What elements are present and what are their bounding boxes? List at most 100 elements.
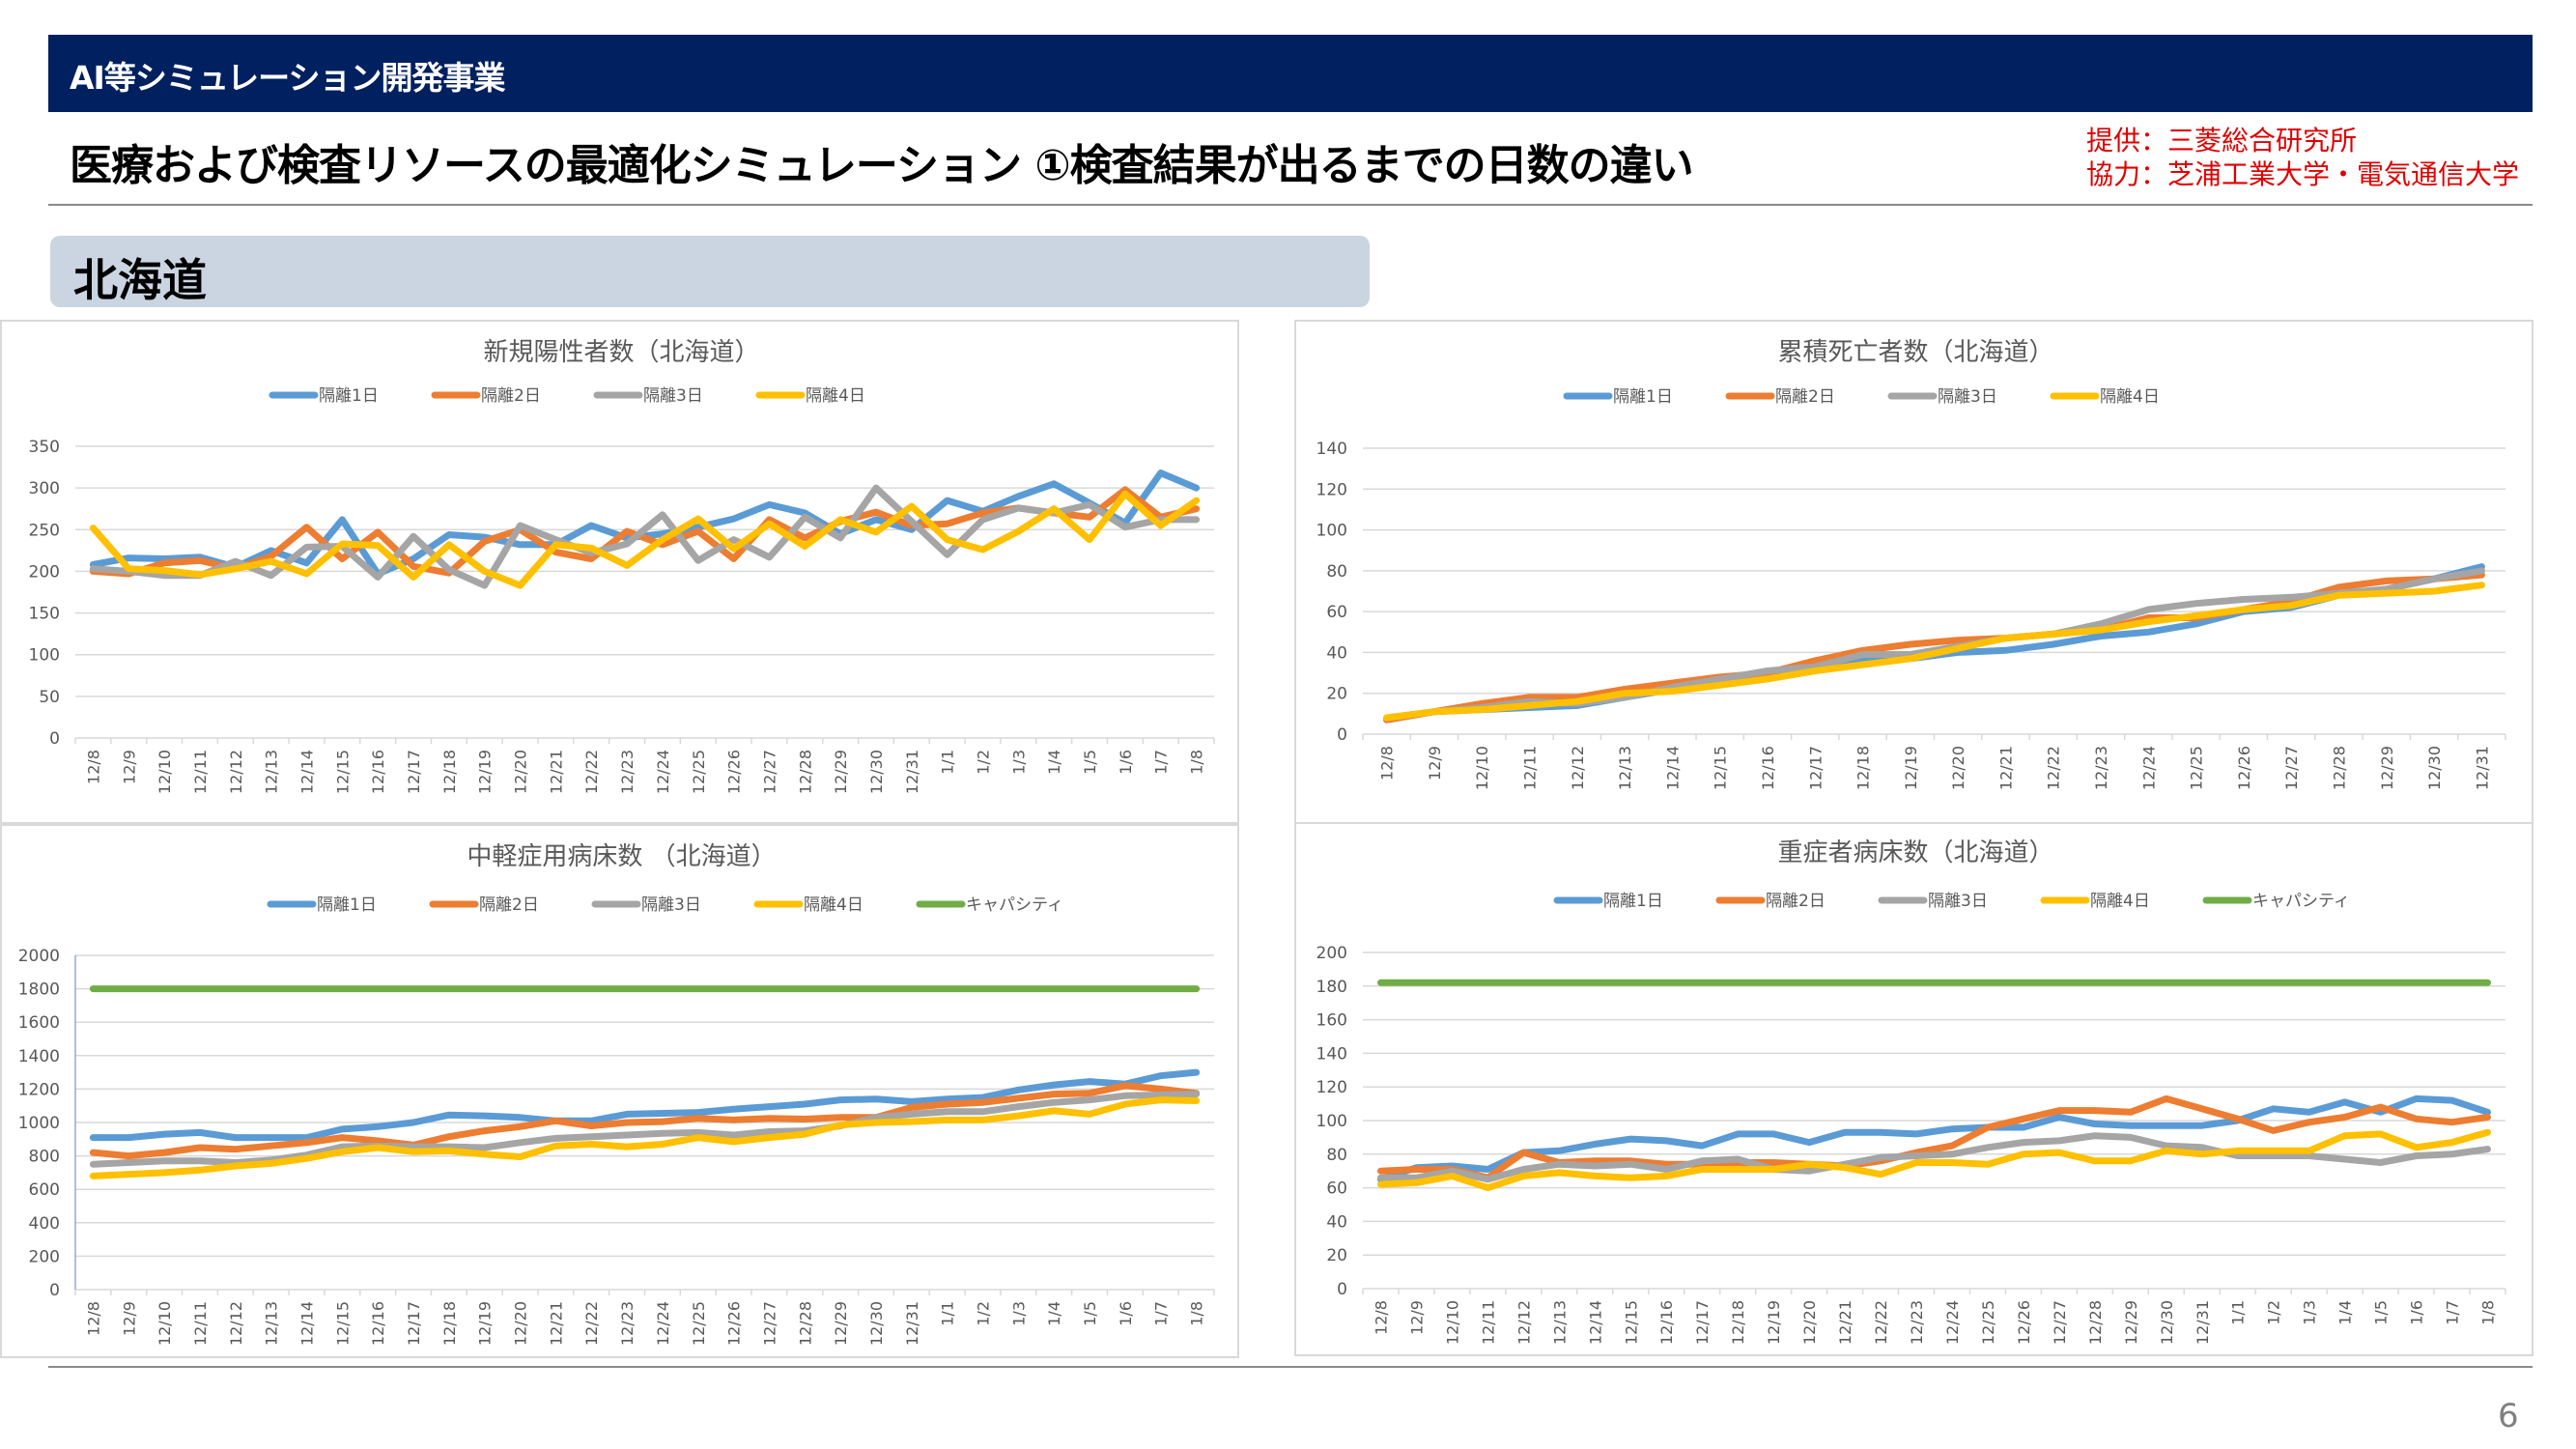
- x-tick-label: 12/19: [476, 1301, 495, 1346]
- x-tick-label: 1/3: [1009, 1301, 1028, 1326]
- legend-item: 隔離2日: [431, 386, 541, 406]
- y-tick-label: 300: [29, 479, 60, 498]
- legend-item: 隔離2日: [429, 895, 539, 915]
- x-tick-label: 12/22: [582, 1301, 601, 1346]
- y-tick-label: 1200: [18, 1080, 60, 1099]
- x-tick-label: 12/8: [84, 750, 102, 784]
- x-tick-label: 12/19: [1765, 1300, 1783, 1345]
- x-tick-label: 1/6: [2408, 1300, 2426, 1325]
- x-tick-label: 12/13: [263, 1301, 281, 1346]
- x-tick-label: 12/30: [867, 1301, 886, 1346]
- y-tick-label: 200: [1316, 944, 1347, 963]
- x-tick-label: 12/27: [2282, 746, 2301, 790]
- x-tick-label: 12/30: [2425, 746, 2444, 790]
- chart-mild-beds: 中軽症用病床数 （北海道） 隔離1日 隔離2日 隔離3日 隔離4日 キャパシティ 0 200 4…: [0, 824, 1239, 1358]
- series-line: [89, 484, 1201, 589]
- x-tick-label: 12/30: [2158, 1300, 2176, 1345]
- y-tick-label: 400: [29, 1214, 60, 1234]
- x-tick-label: 12/31: [903, 750, 921, 794]
- x-tick-label: 12/14: [1663, 746, 1682, 790]
- y-tick-label: 250: [29, 521, 60, 540]
- x-tick-label: 1/7: [2444, 1300, 2462, 1325]
- x-tick-label: 1/8: [1188, 1301, 1206, 1326]
- x-tick-label: 1/6: [1117, 750, 1135, 775]
- x-tick-label: 12/10: [1443, 1300, 1461, 1345]
- x-tick-label: 12/10: [156, 750, 174, 794]
- legend-item: 隔離2日: [1725, 387, 1835, 407]
- legend-item: 隔離3日: [593, 386, 703, 406]
- x-tick-label: 12/14: [297, 750, 316, 794]
- mild-beds-svg: 中軽症用病床数 （北海道） 隔離1日 隔離2日 隔離3日 隔離4日 キャパシティ 0 200 4…: [18, 842, 1215, 1346]
- y-tick-label: 100: [1316, 1112, 1347, 1131]
- y-tick-label: 0: [49, 1281, 60, 1300]
- legend-item: 隔離3日: [591, 895, 701, 915]
- x-tick-label: 12/18: [440, 1301, 459, 1346]
- legend-item: キャパシティ: [916, 895, 1063, 915]
- x-tick-label: 12/23: [618, 750, 637, 794]
- x-tick-label: 12/11: [1521, 746, 1540, 790]
- x-tick-label: 1/8: [1188, 750, 1206, 775]
- x-tick-label: 1/1: [2229, 1300, 2248, 1325]
- x-tick-label: 12/28: [796, 750, 814, 794]
- x-tick-label: 1/2: [975, 1301, 993, 1326]
- legend-item: キャパシティ: [2202, 892, 2350, 911]
- y-tick-label: 150: [29, 605, 60, 624]
- x-tick-label: 12/9: [1407, 1300, 1426, 1335]
- legend-label: 隔離1日: [317, 895, 377, 915]
- severe-beds-svg: 重症者病床数（北海道） 隔離1日 隔離2日 隔離3日 隔離4日 キャパシティ 0 20 40 60…: [1316, 838, 2506, 1345]
- x-tick-label: 12/31: [903, 1301, 921, 1346]
- x-tick-label: 12/21: [1836, 1300, 1854, 1345]
- page-title: 医療および検査リソースの最適化シミュレーション ①検査結果が出るまでの日数の違い: [70, 141, 1694, 190]
- legend-label: 隔離2日: [479, 895, 539, 915]
- x-tick-label: 1/4: [1045, 750, 1063, 775]
- x-tick-label: 12/25: [1979, 1300, 1997, 1345]
- chart-title: 新規陽性者数（北海道）: [483, 338, 759, 367]
- legend-item: 隔離4日: [2040, 892, 2150, 911]
- x-tick-label: 1/6: [1117, 1301, 1135, 1326]
- x-tick-label: 1/5: [1081, 1301, 1099, 1326]
- legend-item: 隔離4日: [2050, 387, 2160, 407]
- x-tick-label: 12/18: [1854, 746, 1873, 790]
- x-tick-label: 12/22: [582, 750, 601, 794]
- y-tick-label: 20: [1326, 1246, 1347, 1265]
- x-tick-label: 12/29: [2122, 1300, 2140, 1345]
- legend-item: 隔離3日: [1887, 387, 1997, 407]
- x-tick-label: 12/12: [227, 750, 245, 794]
- y-tick-label: 1000: [18, 1114, 60, 1133]
- series-line: [89, 1082, 1201, 1160]
- series-line: [89, 1068, 1201, 1142]
- legend-item: 隔離1日: [1553, 892, 1663, 911]
- y-tick-label: 100: [1316, 522, 1347, 541]
- x-tick-label: 1/1: [939, 750, 957, 775]
- legend-label: 隔離2日: [1775, 387, 1835, 407]
- legend-label: キャパシティ: [966, 895, 1063, 915]
- x-tick-label: 12/16: [1759, 746, 1777, 790]
- y-tick-label: 800: [29, 1148, 60, 1167]
- x-tick-label: 12/23: [618, 1301, 637, 1346]
- x-tick-label: 12/13: [1550, 1300, 1569, 1345]
- y-tick-label: 50: [39, 688, 60, 707]
- y-tick-label: 180: [1316, 978, 1347, 997]
- x-tick-label: 12/23: [2092, 746, 2110, 790]
- y-tick-label: 140: [1316, 440, 1347, 459]
- credits: 提供：三菱総合研究所 協力：芝浦工業大学・電気通信大学: [2086, 124, 2519, 191]
- x-tick-label: 1/7: [1152, 1301, 1171, 1326]
- x-tick-label: 12/9: [120, 750, 138, 784]
- x-tick-label: 12/31: [2194, 1300, 2212, 1345]
- x-tick-label: 1/7: [1152, 750, 1171, 775]
- x-tick-label: 12/21: [547, 1301, 565, 1346]
- series-line: [89, 490, 1201, 589]
- x-tick-label: 12/17: [1693, 1300, 1712, 1345]
- y-tick-label: 80: [1326, 1146, 1347, 1165]
- series-line: [89, 1091, 1201, 1168]
- x-tick-label: 12/27: [760, 750, 778, 794]
- x-tick-label: 12/16: [369, 1301, 387, 1346]
- y-tick-label: 1600: [18, 1013, 60, 1033]
- x-tick-label: 12/26: [2235, 746, 2253, 790]
- x-tick-label: 12/28: [2330, 746, 2348, 790]
- legend-label: 隔離3日: [643, 386, 703, 406]
- legend-label: 隔離3日: [1928, 892, 1988, 911]
- x-tick-label: 12/12: [1514, 1300, 1533, 1345]
- x-tick-label: 12/15: [333, 750, 352, 794]
- y-tick-label: 120: [1316, 480, 1347, 499]
